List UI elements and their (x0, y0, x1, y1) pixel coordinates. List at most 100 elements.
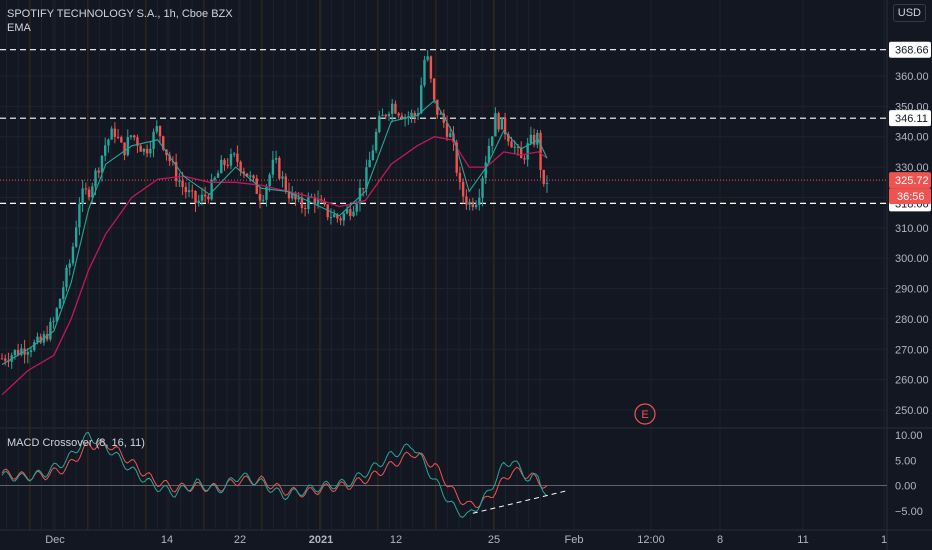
session-band (180, 0, 182, 530)
candle-body (339, 218, 342, 221)
session-band (75, 0, 77, 530)
candle-body (255, 178, 258, 194)
candle-body (274, 158, 278, 160)
candle-body (203, 194, 207, 197)
candle-body (239, 161, 242, 172)
macd-tick-label: 0.00 (895, 481, 916, 493)
candle-body (316, 198, 320, 205)
session-band (238, 0, 240, 530)
candle-body (368, 160, 371, 168)
candle-body (249, 175, 252, 177)
candle-body (116, 136, 120, 138)
candle-body (481, 178, 484, 198)
session-band (470, 0, 472, 530)
candle-body (252, 175, 255, 179)
time-tick-label: 12:00 (637, 534, 665, 546)
candle-body (65, 267, 68, 288)
macd-tick-label: 5.00 (895, 455, 916, 467)
session-band (191, 0, 193, 530)
candle-body (55, 308, 59, 321)
candle-body (149, 148, 152, 154)
candle-body (536, 132, 539, 145)
candle-body (123, 142, 126, 156)
session-band (435, 0, 437, 530)
session-band (330, 0, 332, 530)
candle-body (539, 132, 542, 170)
candle-body (33, 342, 36, 351)
macd-signal-line (1, 440, 548, 509)
candle-body (184, 187, 188, 193)
candle-body (197, 200, 200, 204)
candle-body (429, 56, 433, 79)
candle-body (68, 263, 71, 268)
session-band (261, 0, 263, 530)
candle-body (503, 118, 507, 135)
time-tick-label: 25 (488, 534, 500, 546)
time-tick-label: 2021 (309, 534, 333, 546)
candle-body (155, 126, 158, 132)
earnings-layer: E (634, 403, 656, 425)
session-band (539, 0, 541, 530)
time-tick-label: Feb (565, 534, 584, 546)
candle-body (484, 162, 487, 179)
candle-body (413, 112, 416, 117)
candle-body (39, 336, 42, 343)
candle-body (458, 172, 462, 182)
countdown-tag-label: 36:56 (897, 191, 925, 203)
candle-body (232, 153, 236, 155)
price-tick-label: 310.00 (895, 223, 929, 235)
candle-body (378, 116, 381, 132)
candle-body (26, 352, 29, 355)
candle-body (13, 349, 17, 356)
candle-body (507, 134, 510, 142)
session-band (388, 0, 390, 530)
countdown-tag-box (889, 188, 931, 205)
candle-body (278, 158, 281, 179)
candle-body (226, 164, 229, 166)
candle-body (291, 192, 294, 199)
session-band (423, 0, 425, 530)
session-band (319, 0, 321, 530)
candle-body (187, 190, 191, 193)
macd-legend[interactable]: MACD Crossover (8, 16, 11) (7, 437, 145, 449)
candle-body (242, 171, 246, 174)
candle-body (529, 134, 533, 144)
macd-trendline[interactable] (472, 490, 568, 514)
candles (0, 50, 549, 369)
session-band (98, 0, 100, 530)
candle-body (84, 188, 88, 190)
candle-body (271, 159, 275, 175)
session-band (284, 0, 286, 530)
candle-body (78, 204, 81, 228)
candle-body (307, 197, 310, 209)
candle-body (500, 118, 504, 130)
price-tick-label: 280.00 (895, 314, 929, 326)
candle-body (394, 103, 397, 114)
candle-body (542, 169, 545, 184)
symbol-legend[interactable]: SPOTIFY TECHNOLOGY S.A., 1h, Cboe BZX (7, 8, 233, 20)
candle-body (191, 190, 194, 192)
session-band (40, 0, 42, 530)
candle-body (207, 196, 210, 200)
candle-body (113, 128, 117, 137)
currency-button[interactable]: USD (892, 4, 926, 22)
session-band (29, 0, 31, 530)
time-tick-label: 11 (797, 534, 808, 546)
candle-body (297, 197, 300, 200)
candle-body (345, 209, 349, 214)
candle-body (145, 148, 149, 154)
candle-body (303, 208, 307, 210)
candle-body (49, 321, 52, 340)
price-axis: 250.00 260.00 270.00 280.00 290.00 300.00 310.… (895, 71, 929, 518)
candle-body (349, 209, 352, 217)
time-tick-label: 8 (717, 534, 723, 546)
candle-body (16, 349, 20, 355)
candle-body (468, 201, 471, 205)
candle-body (142, 148, 146, 152)
candle-body (478, 197, 481, 205)
price-tick-label: 360.00 (895, 71, 929, 83)
ema-legend[interactable]: EMA (7, 22, 31, 34)
earnings-marker[interactable] (634, 403, 656, 425)
